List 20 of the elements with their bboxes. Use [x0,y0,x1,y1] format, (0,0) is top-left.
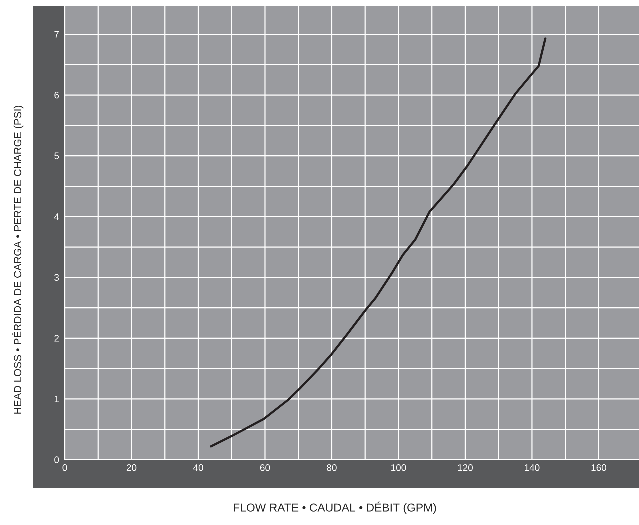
line-series [210,38,547,448]
y-tick-label: 2 [54,335,60,342]
x-tick-label: 0 [62,464,68,472]
x-tick-label: 160 [592,464,606,472]
x-tick-label: 80 [327,464,337,472]
x-tick-label: 20 [126,464,137,472]
x-tick-label: 140 [525,464,540,472]
x-axis-title: FLOW RATE • CAUDAL • DÉBIT (GPM) [234,502,436,514]
y-tick-label: 3 [54,274,60,282]
x-tick-label: 40 [193,464,204,472]
y-axis-title: HEAD LOSS • PÉRDIDA DE CARGA • PERTE DE CHARGE (PSI) [12,106,24,414]
y-tick-label: 6 [54,92,60,99]
x-tick-label: 120 [458,464,473,472]
y-tick-label: 5 [54,152,60,160]
x-tick-label: 100 [392,464,406,472]
y-tick-label: 4 [54,214,60,220]
y-tick-label: 7 [54,31,60,38]
y-tick-label: 1 [54,396,60,402]
y-tick-label: 0 [54,456,60,464]
x-tick-label: 60 [260,464,270,472]
